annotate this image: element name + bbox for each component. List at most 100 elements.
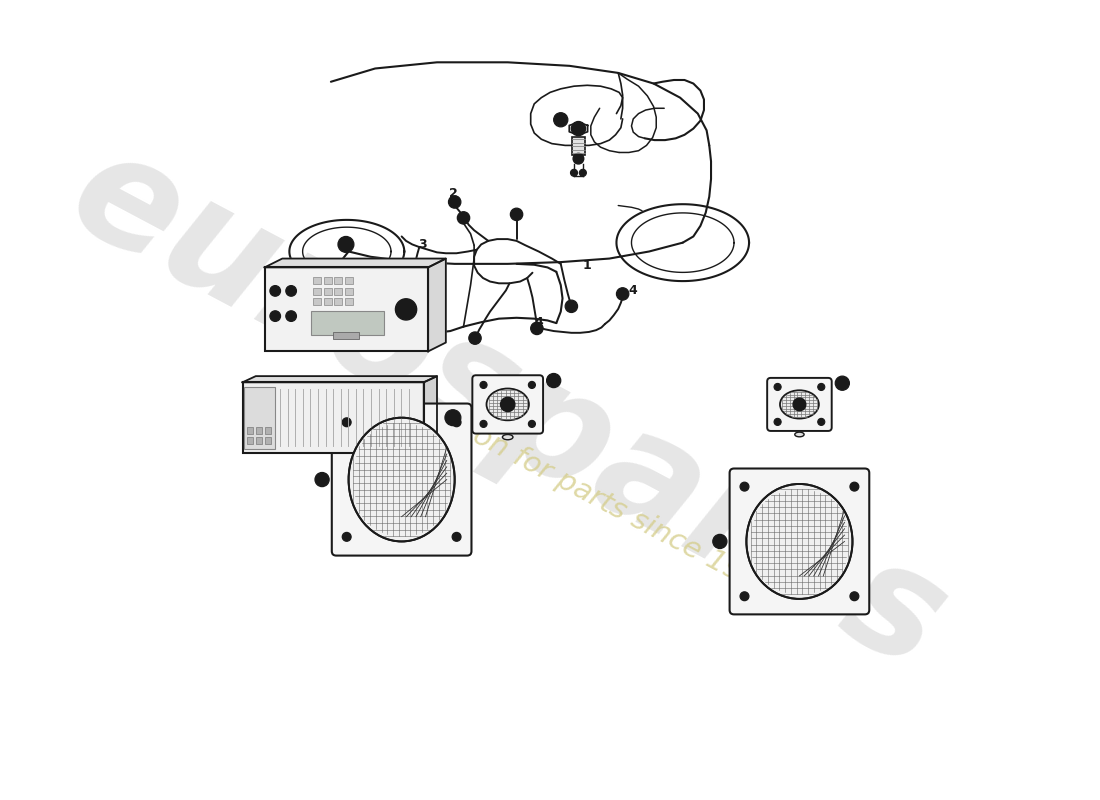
Text: 4: 4 <box>629 284 638 297</box>
Ellipse shape <box>795 432 804 437</box>
Circle shape <box>270 311 280 322</box>
Text: 1: 1 <box>583 259 592 272</box>
Circle shape <box>817 418 825 426</box>
Circle shape <box>571 170 578 176</box>
Bar <box>314 287 321 294</box>
Circle shape <box>774 418 781 426</box>
Circle shape <box>553 113 568 127</box>
Circle shape <box>528 382 536 389</box>
Circle shape <box>452 418 461 426</box>
Bar <box>334 287 342 294</box>
Circle shape <box>500 398 515 411</box>
Circle shape <box>270 286 280 296</box>
Circle shape <box>793 398 806 410</box>
Text: 3: 3 <box>418 238 427 251</box>
Bar <box>314 277 321 284</box>
Bar <box>244 386 275 449</box>
Bar <box>345 277 353 284</box>
Circle shape <box>740 592 749 601</box>
Text: D: D <box>534 324 540 333</box>
Ellipse shape <box>486 389 529 420</box>
Text: C: C <box>319 475 326 484</box>
Bar <box>242 382 424 453</box>
Circle shape <box>740 482 749 491</box>
Bar <box>265 426 271 434</box>
Circle shape <box>342 418 351 426</box>
Circle shape <box>573 154 584 164</box>
Bar <box>572 138 584 155</box>
Text: C: C <box>569 302 574 310</box>
Bar <box>323 277 332 284</box>
FancyBboxPatch shape <box>472 375 543 434</box>
Circle shape <box>444 410 461 426</box>
Circle shape <box>342 533 351 542</box>
Ellipse shape <box>780 390 818 418</box>
Ellipse shape <box>503 434 513 440</box>
Circle shape <box>530 322 543 334</box>
Circle shape <box>547 374 561 388</box>
Bar <box>334 277 342 284</box>
Bar <box>256 437 262 444</box>
Bar <box>345 298 353 305</box>
Circle shape <box>286 311 296 322</box>
Circle shape <box>835 376 849 390</box>
Circle shape <box>850 482 859 491</box>
Circle shape <box>713 534 727 549</box>
Circle shape <box>571 122 585 136</box>
Bar <box>345 287 353 294</box>
Text: 2: 2 <box>449 186 458 200</box>
Text: A: A <box>449 413 456 422</box>
Bar <box>246 426 253 434</box>
Bar <box>310 311 384 334</box>
Circle shape <box>817 383 825 390</box>
Text: D: D <box>550 376 558 385</box>
Circle shape <box>469 332 481 344</box>
Circle shape <box>480 382 487 389</box>
Ellipse shape <box>747 484 852 599</box>
Text: D: D <box>619 290 626 298</box>
Text: a passion for parts since 1985: a passion for parts since 1985 <box>377 373 779 604</box>
Text: 4: 4 <box>535 316 543 329</box>
Circle shape <box>480 420 487 427</box>
Polygon shape <box>424 376 437 453</box>
Text: D: D <box>838 378 846 388</box>
Polygon shape <box>569 122 587 135</box>
Circle shape <box>452 533 461 542</box>
Circle shape <box>286 286 296 296</box>
Text: B: B <box>558 115 564 124</box>
Bar <box>323 298 332 305</box>
Polygon shape <box>265 258 446 267</box>
Text: eurospares: eurospares <box>46 116 969 702</box>
Circle shape <box>528 420 536 427</box>
Bar <box>332 332 360 338</box>
Bar <box>314 298 321 305</box>
Circle shape <box>774 383 781 390</box>
Text: B: B <box>514 210 519 219</box>
Bar <box>246 437 253 444</box>
Ellipse shape <box>349 418 454 542</box>
Text: A: A <box>451 198 458 206</box>
FancyBboxPatch shape <box>729 469 869 614</box>
Circle shape <box>449 196 461 208</box>
Polygon shape <box>428 258 446 351</box>
Circle shape <box>395 298 417 320</box>
FancyBboxPatch shape <box>332 403 472 555</box>
Circle shape <box>616 288 629 300</box>
Bar <box>265 437 271 444</box>
Circle shape <box>338 237 354 252</box>
Polygon shape <box>242 376 437 382</box>
Text: E: E <box>461 214 466 222</box>
Circle shape <box>510 208 522 221</box>
Circle shape <box>565 300 578 313</box>
Bar <box>323 287 332 294</box>
Text: C: C <box>472 334 478 342</box>
Circle shape <box>458 212 470 224</box>
FancyBboxPatch shape <box>767 378 832 431</box>
Circle shape <box>850 592 859 601</box>
Text: E: E <box>342 239 350 250</box>
Text: C: C <box>716 537 723 546</box>
Bar <box>265 267 428 351</box>
Circle shape <box>315 473 329 486</box>
Bar <box>256 426 262 434</box>
Circle shape <box>580 170 586 176</box>
